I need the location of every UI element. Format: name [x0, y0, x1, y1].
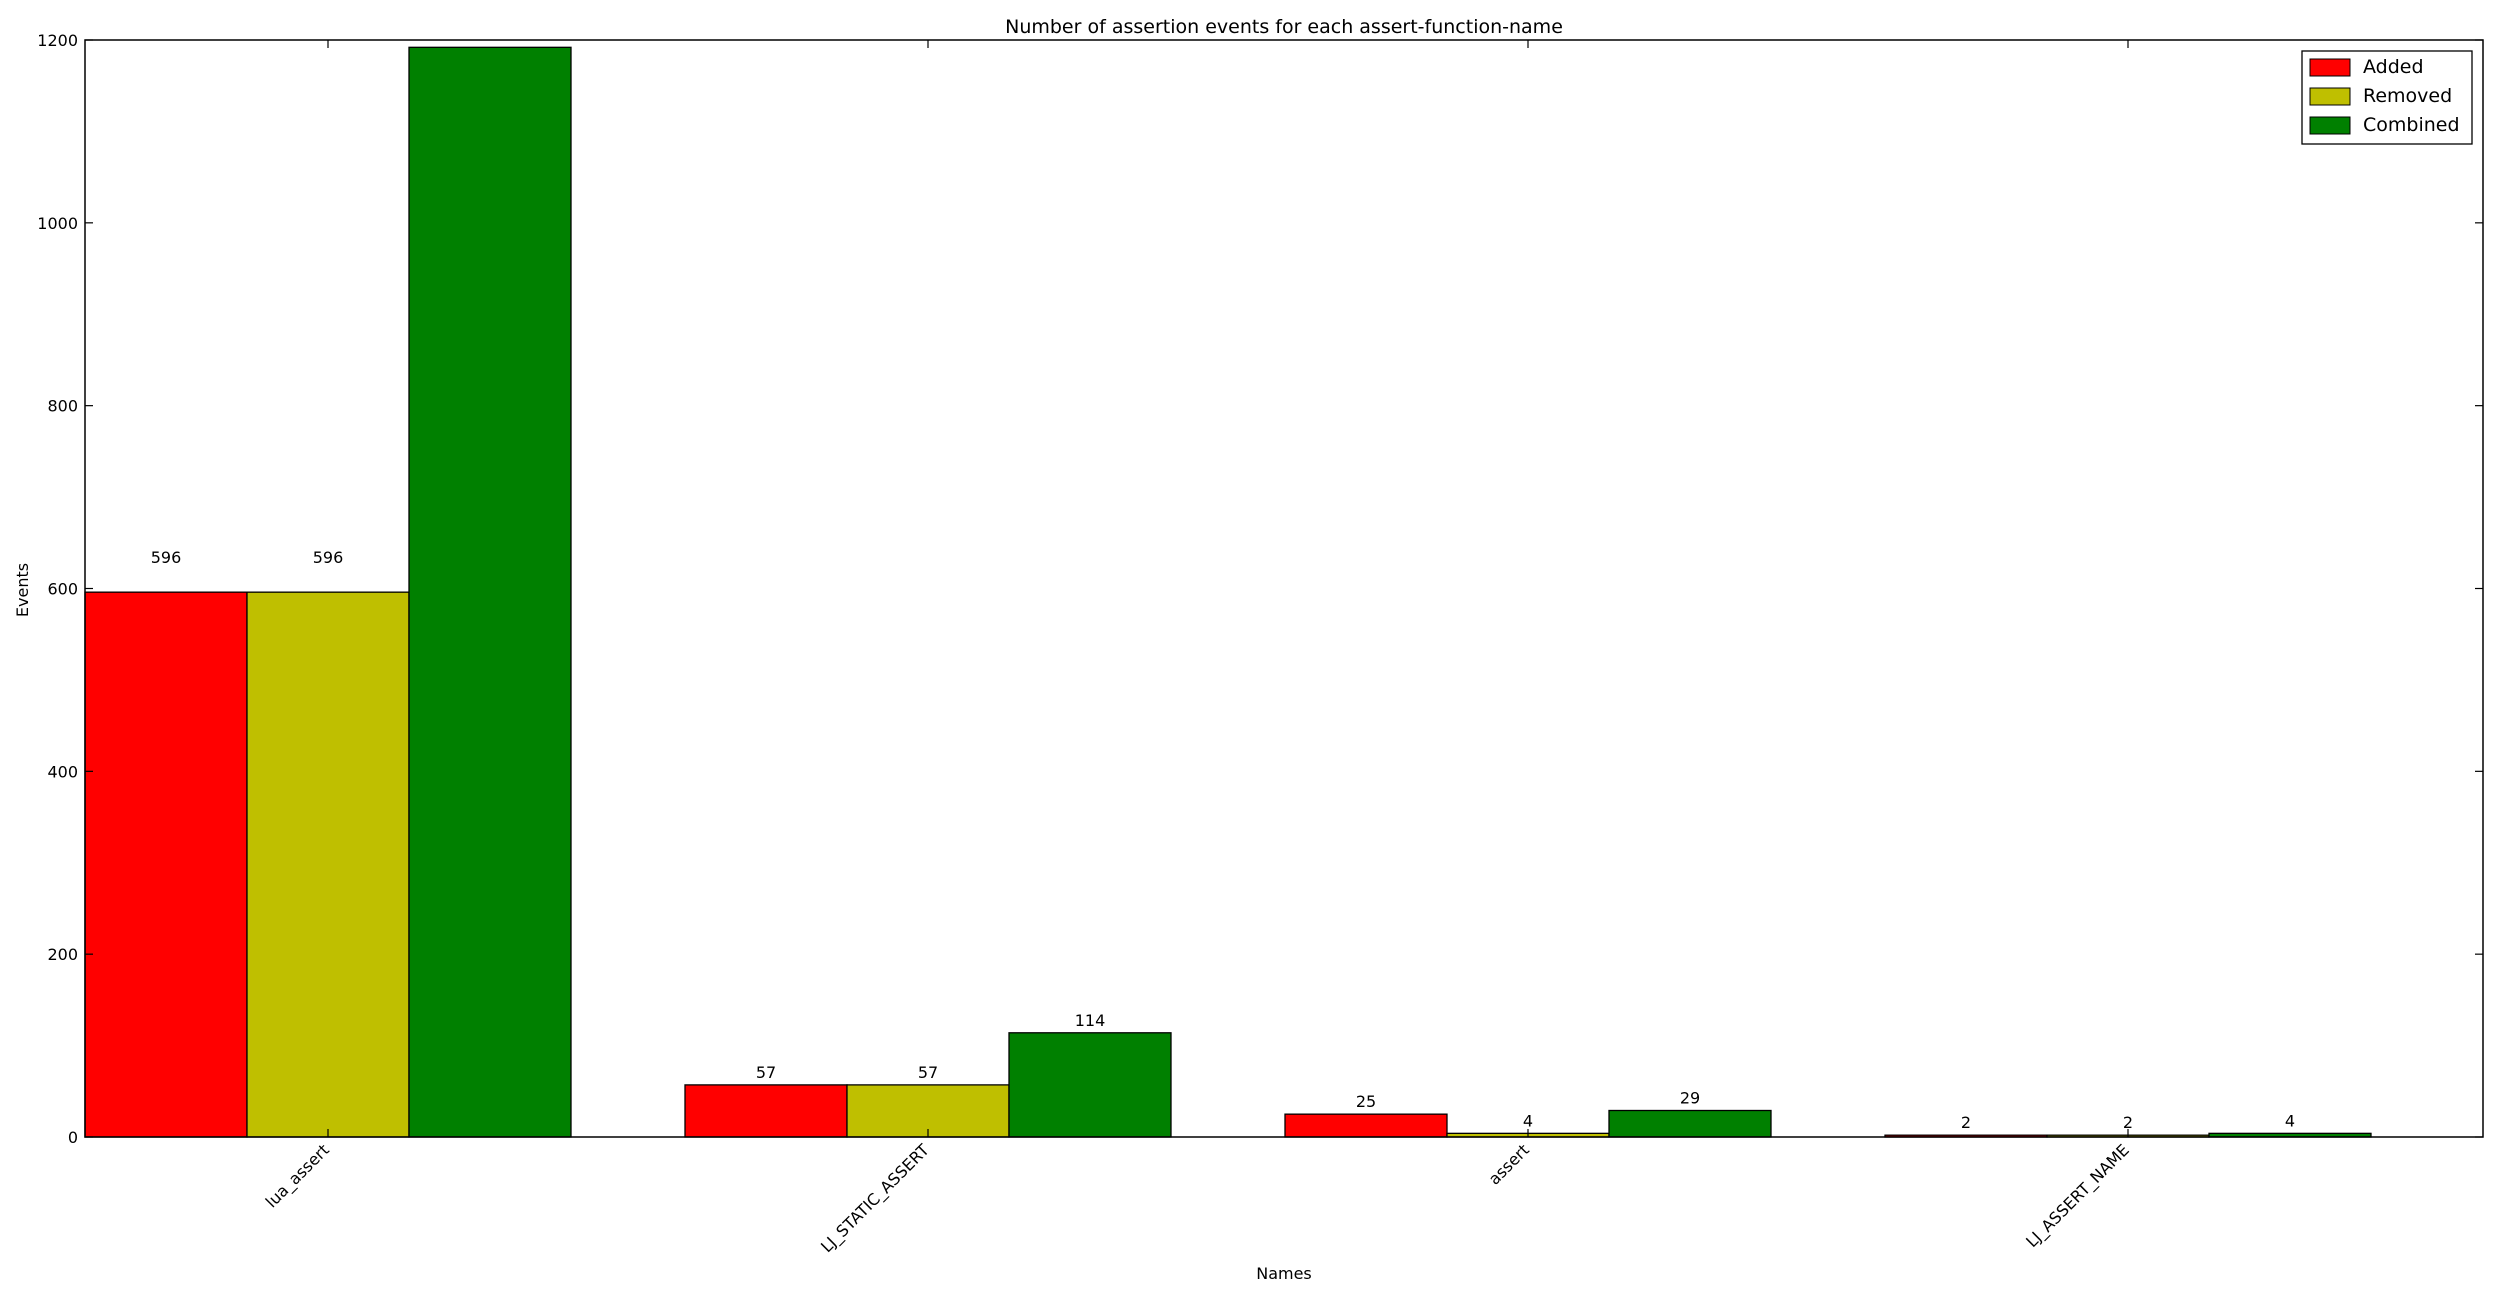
- data-label-added-lua-assert: 596: [151, 548, 182, 567]
- y-tick-label: 400: [47, 762, 78, 781]
- y-tick-label: 1200: [37, 31, 78, 50]
- data-label-added-lj-assert-name: 2: [1961, 1113, 1971, 1132]
- y-tick-label: 200: [47, 945, 78, 964]
- legend: Added Removed Combined: [2301, 50, 2473, 145]
- bar-added-assert: [1284, 1113, 1448, 1138]
- legend-label-removed: Removed: [2363, 85, 2452, 107]
- bar-combined-lj-static-assert: [1008, 1032, 1172, 1138]
- y-axis: 0 200 400 600 800 1000 1200: [37, 31, 2483, 1147]
- y-tick-label: 1000: [37, 214, 78, 233]
- legend-label-combined: Combined: [2363, 114, 2460, 136]
- y-tick-label: 800: [47, 397, 78, 416]
- legend-swatch-combined: [2309, 116, 2351, 135]
- legend-swatch-removed: [2309, 87, 2351, 106]
- x-axis-label: Names: [1256, 1264, 1312, 1283]
- data-label-combined-assert: 29: [1680, 1088, 1700, 1107]
- y-axis-label: Events: [13, 563, 32, 617]
- data-label-removed-lua-assert: 596: [313, 548, 344, 567]
- x-tick-label-lj-static-assert: LJ_STATIC_ASSERT: [817, 1140, 934, 1257]
- bar-removed-lua-assert: [246, 591, 410, 1138]
- data-labels: 596 57 25 2 596 57 4 2 114 29 4: [151, 548, 2295, 1132]
- data-label-removed-lj-assert-name: 2: [2123, 1113, 2133, 1132]
- y-tick-label: 600: [47, 580, 78, 599]
- x-tick-label-lj-assert-name: LJ_ASSERT_NAME: [2022, 1140, 2133, 1251]
- y-tick-label: 0: [68, 1128, 78, 1147]
- data-label-combined-lj-assert-name: 4: [2285, 1111, 2295, 1130]
- chart-title: Number of assertion events for each asse…: [1005, 16, 1563, 38]
- x-tick-label-lua-assert: lua_assert: [262, 1140, 334, 1212]
- bars: [84, 46, 2372, 1138]
- bar-added-lj-static-assert: [684, 1084, 848, 1138]
- data-label-removed-lj-static-assert: 57: [918, 1063, 938, 1082]
- data-label-removed-assert: 4: [1523, 1111, 1533, 1130]
- bar-added-lua-assert: [84, 591, 248, 1138]
- x-tick-label-assert: assert: [1485, 1140, 1533, 1188]
- data-label-added-lj-static-assert: 57: [756, 1063, 776, 1082]
- bar-combined-lua-assert: [408, 46, 572, 1138]
- legend-swatch-added: [2309, 58, 2351, 77]
- data-label-combined-lj-static-assert: 114: [1075, 1011, 1106, 1030]
- legend-label-added: Added: [2363, 56, 2424, 78]
- bar-combined-assert: [1608, 1109, 1772, 1138]
- data-label-added-assert: 25: [1356, 1092, 1376, 1111]
